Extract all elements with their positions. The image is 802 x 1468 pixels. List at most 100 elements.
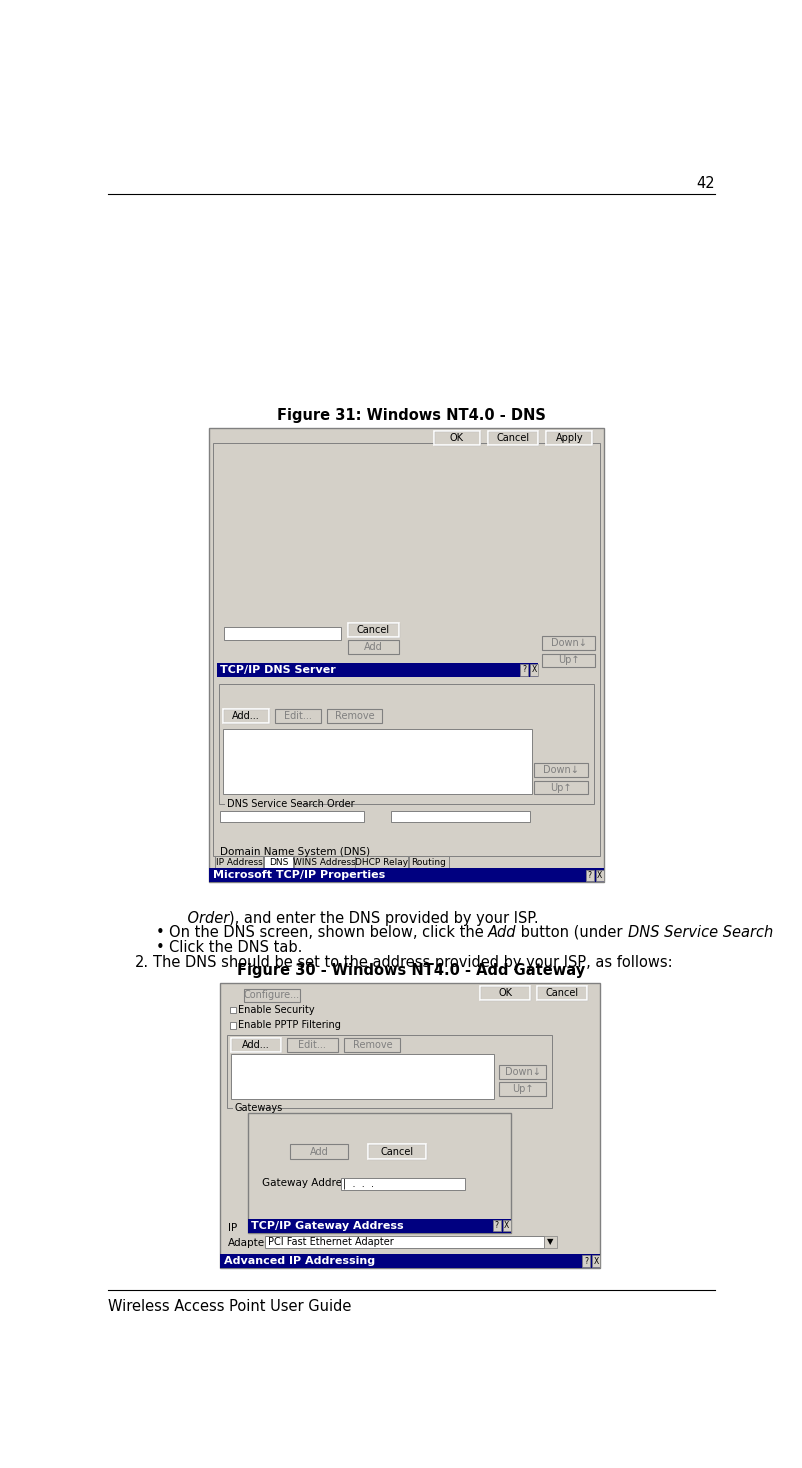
Bar — [488, 432, 537, 445]
Bar — [348, 622, 399, 637]
Bar — [348, 622, 399, 637]
Text: Configure...: Configure... — [243, 991, 299, 1000]
Bar — [541, 636, 594, 650]
Text: Add...: Add... — [241, 1039, 269, 1050]
Text: Order: Order — [168, 910, 229, 926]
Text: TCP/IP Gateway Address: TCP/IP Gateway Address — [251, 1221, 403, 1230]
Text: Enable Security: Enable Security — [238, 1006, 314, 1014]
Bar — [209, 869, 603, 882]
Bar — [545, 432, 592, 445]
Bar — [545, 432, 592, 445]
Text: •: • — [156, 940, 164, 956]
Bar — [541, 653, 594, 668]
Bar — [492, 1220, 500, 1232]
Bar — [209, 429, 603, 882]
Text: X: X — [593, 1257, 597, 1265]
Text: Host Name:: Host Name: — [221, 831, 277, 841]
Bar — [225, 800, 298, 807]
Bar — [217, 565, 537, 677]
Bar — [230, 1038, 281, 1051]
Bar — [488, 432, 537, 445]
Text: PCI Fast Ethernet Adapter: PCI Fast Ethernet Adapter — [267, 1238, 393, 1246]
Text: |  .  .  .: | . . . — [342, 1179, 374, 1189]
Text: Click the DNS tab.: Click the DNS tab. — [168, 940, 302, 956]
Bar — [585, 869, 593, 881]
Text: IP Address: IP Address — [216, 857, 262, 866]
Text: Figure 31: Windows NT4.0 - DNS: Figure 31: Windows NT4.0 - DNS — [277, 408, 545, 423]
Text: Microsoft TCP/IP Properties: Microsoft TCP/IP Properties — [213, 871, 384, 881]
Text: X: X — [531, 665, 536, 674]
Text: Up↑: Up↑ — [557, 656, 578, 665]
Text: Cancel: Cancel — [496, 433, 529, 443]
Bar — [519, 664, 528, 675]
Bar — [264, 856, 293, 869]
Text: Up↑: Up↑ — [549, 782, 571, 793]
Bar — [581, 1255, 589, 1267]
Text: Down↓: Down↓ — [542, 765, 578, 775]
Text: Add: Add — [310, 1147, 328, 1157]
Text: ?: ? — [583, 1257, 587, 1265]
Text: Domain Name System (DNS): Domain Name System (DNS) — [221, 847, 371, 857]
Text: Remove: Remove — [352, 1039, 391, 1050]
Bar — [536, 986, 586, 1000]
Text: Enable PPTP Filtering: Enable PPTP Filtering — [238, 1020, 341, 1031]
Bar — [219, 684, 593, 803]
Bar — [544, 1236, 556, 1248]
Bar — [533, 781, 587, 794]
Bar — [221, 810, 363, 822]
Bar — [222, 709, 269, 722]
Bar — [287, 1038, 337, 1051]
Text: OK: OK — [498, 988, 512, 998]
Text: Routing: Routing — [411, 857, 446, 866]
Bar — [274, 709, 321, 722]
Text: Up↑: Up↑ — [512, 1085, 533, 1094]
Bar — [348, 640, 399, 653]
Text: Down↓: Down↓ — [504, 1067, 540, 1076]
Bar — [265, 1236, 544, 1248]
Text: DHCP Relay: DHCP Relay — [354, 857, 407, 866]
Bar — [595, 869, 603, 881]
Bar — [327, 709, 381, 722]
Bar — [247, 1218, 511, 1233]
Bar — [222, 730, 532, 794]
Text: IP: IP — [228, 1223, 237, 1233]
Text: Cancel: Cancel — [545, 988, 577, 998]
Bar — [217, 662, 537, 677]
Bar — [247, 1113, 511, 1233]
Bar — [408, 856, 448, 869]
Bar — [502, 1220, 511, 1232]
Bar — [244, 988, 299, 1003]
Text: ?: ? — [521, 665, 525, 674]
Bar — [433, 432, 480, 445]
Text: TCP/IP DNS Server: TCP/IP DNS Server — [221, 665, 336, 675]
Bar — [344, 1038, 400, 1051]
Text: Edit...: Edit... — [284, 711, 311, 721]
Text: Remove: Remove — [334, 711, 374, 721]
Bar — [533, 763, 587, 777]
Text: DNS Service Search: DNS Service Search — [627, 925, 772, 940]
Bar — [230, 1038, 281, 1051]
Text: On the DNS screen, shown below, click the: On the DNS screen, shown below, click th… — [168, 925, 488, 940]
Text: The DNS should be set to the address provided by your ISP, as follows:: The DNS should be set to the address pro… — [153, 956, 672, 970]
Bar — [591, 1255, 600, 1267]
Bar — [367, 1144, 425, 1160]
Bar — [480, 986, 530, 1000]
Text: X: X — [597, 871, 602, 879]
Bar — [215, 856, 263, 869]
Bar — [480, 986, 530, 1000]
Bar — [536, 986, 586, 1000]
Bar — [433, 432, 480, 445]
Text: DNS Service Search Order: DNS Service Search Order — [226, 799, 354, 809]
Text: 2.: 2. — [135, 956, 149, 970]
Text: ?: ? — [494, 1221, 498, 1230]
Text: Down↓: Down↓ — [550, 637, 585, 647]
Text: X: X — [504, 1221, 508, 1230]
Bar — [499, 1064, 545, 1079]
Text: •: • — [156, 925, 164, 940]
Text: 42: 42 — [695, 176, 714, 191]
Text: Edit...: Edit... — [298, 1039, 326, 1050]
Bar — [229, 1007, 236, 1013]
Bar — [340, 1177, 464, 1191]
Text: button (under: button (under — [516, 925, 627, 940]
Text: Add: Add — [488, 925, 516, 940]
